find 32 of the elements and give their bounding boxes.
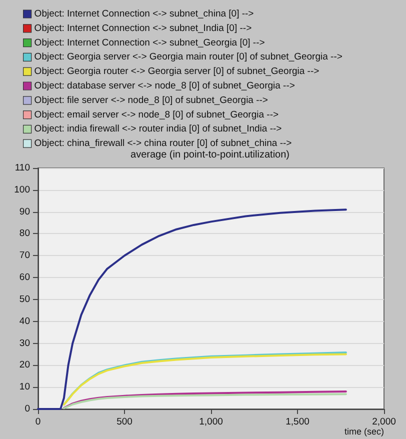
x-tick-label: 500 [116, 416, 132, 428]
y-tick-label: 40 [19, 316, 30, 327]
y-tick-label: 0 [24, 404, 30, 414]
legend-label: Object: file server <-> node_8 [0] of subnet_Georgia --> [34, 94, 268, 106]
legend-label: Object: Georgia server <-> Georgia main router [0] of subnet_Georgia --> [34, 52, 343, 63]
y-tick-label: 20 [19, 360, 30, 371]
x-tick-label: 0 [35, 416, 41, 428]
y-tick-label: 90 [19, 206, 30, 218]
y-tick-label: 70 [19, 250, 30, 262]
y-tick-label: 50 [19, 294, 30, 305]
x-tick-label: 1,500 [286, 416, 310, 428]
legend-label: Object: email server <-> node_8 [0] of subnet_Georgia --> [34, 109, 279, 120]
legend-label: Object: Internet Connection <-> subnet_Georgia [0] --> [34, 37, 266, 48]
legend-label: Object: database server <-> node_8 [0] of subnet_Georgia --> [34, 80, 296, 92]
legend-label: Object: Internet Connection <-> subnet_India [0] --> [34, 22, 252, 34]
y-tick-label: 110 [14, 162, 30, 174]
line-series [62, 393, 347, 410]
x-tick-label: 2,000 [372, 416, 396, 428]
x-axis-title: time (sec) [344, 426, 384, 436]
legend-label: Object: china_firewall <-> china router [0] of subnet_china --> [34, 138, 292, 150]
legend-label: Object: Internet Connection <-> subnet_china [0] --> [34, 8, 254, 20]
chart-title: average (in point-to-point.utilization) [130, 150, 290, 160]
line-series [62, 390, 347, 409]
x-tick-label: 1,000 [199, 416, 223, 428]
legend-label: Object: Georgia router <-> Georgia server [0] of subnet_Georgia --> [34, 66, 320, 78]
y-tick-label: 100 [14, 184, 30, 196]
y-tick-label: 60 [19, 272, 30, 284]
y-tick-label: 30 [19, 338, 30, 349]
line-series [37, 208, 347, 410]
legend-label: Object: india firewall <-> router india [0] of subnet_India --> [34, 124, 282, 135]
y-tick-label: 80 [19, 228, 30, 240]
y-tick-label: 10 [19, 382, 30, 393]
